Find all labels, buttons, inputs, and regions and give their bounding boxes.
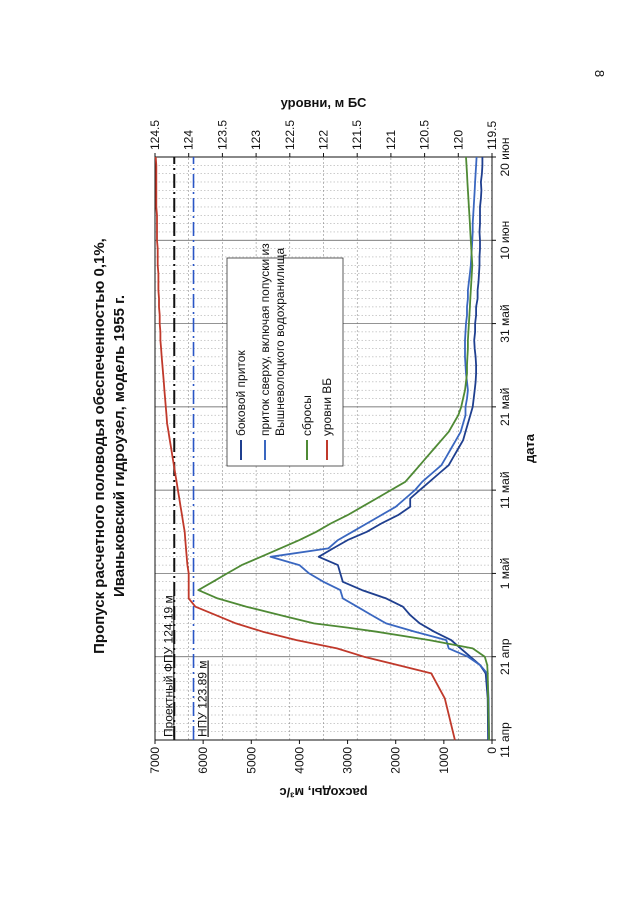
x-tick-label: 21 май [498, 388, 512, 426]
legend-label: уровни ВБ [320, 378, 334, 436]
series-line [154, 156, 456, 741]
y-right-tick-label: 121.5 [350, 120, 364, 150]
y-right-tick-label: 119.5 [485, 121, 499, 150]
y-right-tick-label: 120 [451, 130, 465, 150]
y-right-tick-label: 123 [249, 130, 263, 150]
y-left-tick-label: 6000 [196, 747, 210, 774]
ref-line-label: НПУ 123.89 м [196, 660, 210, 737]
y-left-tick-label: 2000 [389, 747, 403, 774]
legend-label: боковой приток [234, 350, 248, 436]
y-left-axis-label: расходы, м³/с [279, 785, 367, 800]
x-tick-label: 1 май [498, 558, 512, 590]
y-right-tick-label: 123.5 [215, 120, 229, 150]
x-axis-label: дата [522, 433, 537, 463]
legend-label: сбросы [300, 395, 314, 436]
y-right-tick-label: 122 [317, 130, 331, 150]
x-tick-label: 10 июн [498, 221, 512, 260]
rotated-chart-container: Пропуск расчетного половодья обеспеченно… [85, 86, 555, 806]
page-number: 8 [592, 69, 608, 78]
y-right-tick-label: 124 [182, 130, 196, 150]
y-right-tick-label: 121 [384, 130, 398, 150]
ref-line-label: Проектный ФПУ 124.19 м [161, 595, 175, 737]
y-left-tick-label: 1000 [437, 747, 451, 774]
y-left-tick-label: 7000 [148, 747, 162, 774]
x-tick-label: 11 апр [498, 722, 512, 758]
y-right-tick-label: 124.5 [148, 120, 162, 150]
series-line [317, 157, 489, 741]
y-left-tick-label: 3000 [341, 747, 355, 774]
flood-chart: 11 апр 21 апр 1 май 11 май 21 май 31 май 10 ию… [148, 95, 537, 800]
y-left-tick-label: 0 [485, 747, 499, 754]
x-tick-label: 11 май [498, 471, 512, 508]
x-tick-label: 20 июн [498, 137, 512, 176]
x-tick-label: 31 май [498, 304, 512, 342]
y-right-axis-label: уровни, м БС [281, 95, 367, 110]
x-tick-label: 21 апр [498, 638, 512, 675]
y-left-tick-label: 4000 [292, 747, 306, 774]
y-right-tick-label: 120.5 [418, 120, 432, 150]
y-right-tick-label: 122.5 [283, 120, 297, 150]
series-line [197, 156, 490, 741]
legend-box [226, 257, 344, 467]
y-left-tick-label: 5000 [244, 747, 258, 774]
legend-label: приток сверху, включая попуски изВышнево… [258, 243, 287, 436]
